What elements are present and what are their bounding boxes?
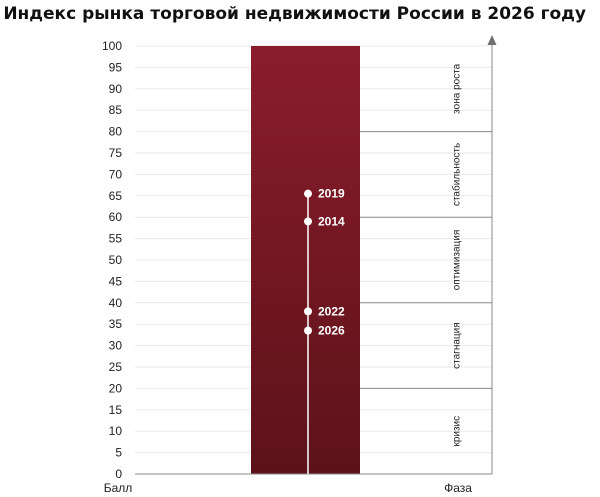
y-tick-label: 5 [115, 446, 122, 460]
axis-layer: 0 5 10 15 20 25 30 35 40 45 50 55 60 65 70 75 80 85 90 95 10… [102, 35, 497, 495]
year-marker [304, 307, 312, 316]
bar-layer [251, 46, 360, 474]
phase-label: кризис [452, 416, 463, 447]
index-bar [251, 46, 360, 474]
y-tick-label: 55 [109, 232, 123, 246]
y-tick-label: 45 [109, 274, 123, 288]
y-tick-label: 15 [109, 403, 123, 417]
y-tick-label: 100 [102, 39, 122, 53]
phase-label: стабильность [451, 143, 463, 206]
y-tick-label: 70 [109, 167, 123, 181]
y-tick-label: 65 [109, 189, 123, 203]
y-tick-label: 95 [109, 60, 123, 74]
phase-label: зона роста [452, 63, 463, 113]
year-label: 2014 [318, 214, 345, 228]
x-axis-label: Балл [104, 481, 133, 495]
chart-title: Индекс рынка торговой недвижимости Росси… [3, 4, 586, 24]
year-layer: 2019 2014 2022 2026 [304, 187, 345, 474]
y-tick-label: 90 [109, 82, 123, 96]
y-tick-label: 30 [109, 339, 123, 353]
y-tick-label: 20 [109, 381, 123, 395]
y-tick-label: 75 [109, 146, 123, 160]
y-tick-label: 25 [109, 360, 123, 374]
phase-layer: зона роста стабильность оптимизация стагнац… [360, 63, 492, 447]
y-tick-label: 60 [109, 210, 123, 224]
y-tick-label: 35 [109, 317, 123, 331]
phase-label: оптимизация [452, 230, 463, 290]
phase-label: стагнация [452, 322, 463, 369]
axis-arrow-icon [487, 35, 497, 45]
year-marker [304, 326, 312, 335]
year-marker [304, 189, 312, 198]
y-tick-label: 80 [109, 125, 123, 139]
right-axis-label: Фаза [444, 481, 472, 495]
y-tick-label: 85 [109, 103, 123, 117]
y-tick-label: 50 [109, 253, 123, 267]
y-tick-label: 10 [109, 424, 123, 438]
year-label: 2026 [318, 324, 345, 338]
year-marker [304, 217, 312, 226]
y-tick-label: 0 [115, 467, 122, 481]
year-label: 2022 [318, 304, 345, 318]
year-label: 2019 [318, 187, 345, 201]
y-tick-label: 40 [109, 296, 123, 310]
